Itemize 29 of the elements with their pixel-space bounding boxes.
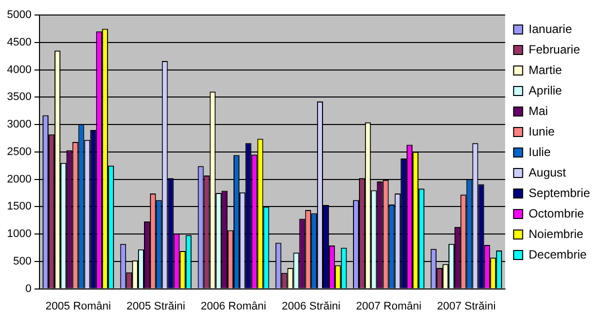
legend-label: Aprilie	[528, 83, 562, 98]
y-tick-label: 4500	[6, 36, 32, 48]
x-tick-label: 2006 Străini	[282, 300, 340, 312]
legend-label: Noiembrie	[528, 226, 584, 241]
y-tick-label: 3500	[6, 91, 32, 104]
y-tick-label: 1000	[6, 228, 32, 240]
y-tick-label: 5000	[6, 9, 32, 22]
y-tick-label: 500	[13, 255, 32, 268]
y-tick-label: 2500	[6, 146, 32, 158]
y-tick-label: 2000	[6, 173, 32, 186]
x-tick-label: 2007 Străini	[436, 300, 496, 312]
legend-label: Martie	[528, 62, 562, 77]
legend-label: Mai	[528, 104, 548, 118]
legend-label: Decembrie	[528, 247, 587, 262]
y-tick-label: 4000	[6, 64, 32, 76]
legend-label: Octombrie	[528, 206, 584, 220]
legend-label: August	[528, 165, 567, 180]
y-tick-label: 0	[25, 282, 32, 295]
legend-label: Iulie	[528, 144, 551, 159]
legend-label: Ianuarie	[528, 22, 572, 36]
x-tick-label: 2006 Români	[200, 300, 266, 312]
x-tick-label: 2005 Străini	[126, 300, 186, 312]
x-tick-label: 2005 Români	[46, 300, 111, 312]
x-tick-label: 2007 Români	[356, 300, 422, 312]
legend-label: Septembrie	[528, 186, 590, 200]
y-tick-label: 1500	[6, 200, 32, 213]
legend-label: Februarie	[528, 42, 580, 56]
legend-label: Iunie	[528, 124, 555, 138]
y-tick-label: 3000	[6, 118, 32, 131]
